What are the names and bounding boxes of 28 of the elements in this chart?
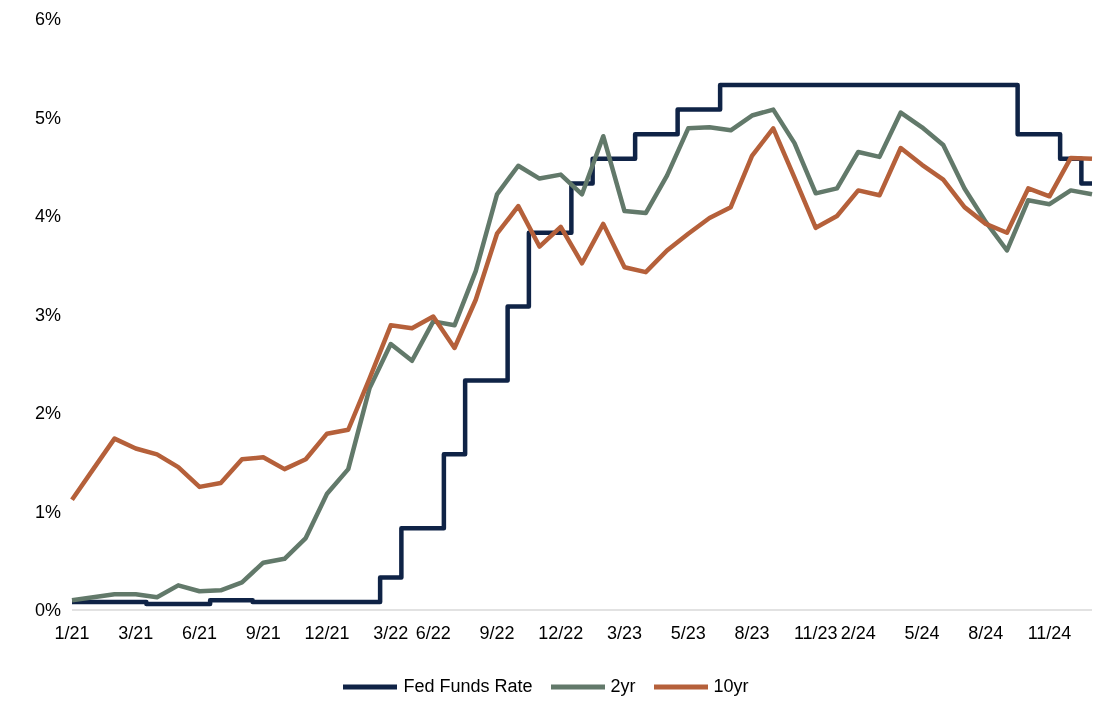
x-tick-label: 11/23 (793, 622, 838, 643)
x-tick-label: 9/21 (245, 622, 281, 643)
legend-label: Fed Funds Rate (403, 676, 533, 697)
x-tick-label: 9/22 (479, 622, 515, 643)
x-tick-label: 11/24 (1027, 622, 1072, 643)
y-tick-label: 4% (34, 206, 62, 227)
legend-label: 10yr (713, 676, 749, 697)
line-series (69, 126, 1095, 502)
x-tick-label: 5/23 (670, 622, 706, 643)
x-tick-label: 3/21 (118, 622, 154, 643)
y-tick-label: 2% (34, 403, 62, 424)
x-tick-label: 2/24 (840, 622, 876, 643)
x-tick-label: 12/22 (538, 622, 584, 643)
x-tick-label: 3/22 (373, 622, 409, 643)
legend-label: 2yr (610, 676, 636, 697)
x-tick-label: 6/22 (415, 622, 451, 643)
x-tick-label: 8/23 (734, 622, 770, 643)
x-tick-label: 3/23 (606, 622, 643, 643)
x-tick-label: 12/21 (304, 622, 350, 643)
x-tick-label: 8/24 (968, 622, 1004, 643)
y-tick-label: 6% (34, 9, 62, 30)
y-tick-label: 1% (34, 501, 62, 522)
x-tick-label: 6/21 (181, 622, 218, 643)
y-tick-label: 5% (34, 107, 62, 128)
x-tick-label: 5/24 (904, 622, 940, 643)
y-tick-label: 0% (34, 600, 62, 621)
y-tick-label: 3% (34, 304, 62, 325)
x-tick-label: 1/21 (54, 622, 90, 643)
